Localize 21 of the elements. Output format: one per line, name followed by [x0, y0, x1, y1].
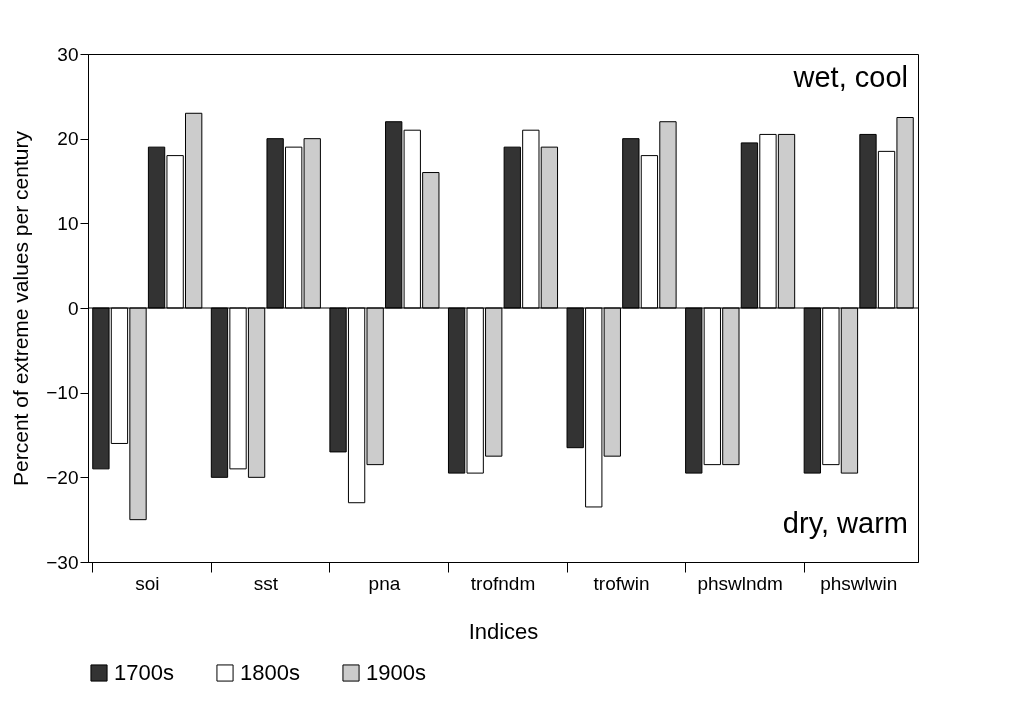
x-tick-label: phswlndm	[697, 572, 783, 594]
legend-label: 1800s	[240, 660, 300, 685]
legend-label: 1900s	[366, 660, 426, 685]
y-axis-title: Percent of extreme values per century	[9, 130, 33, 486]
y-tick-label: −30	[46, 551, 79, 573]
x-tick-label: trofndm	[470, 572, 536, 594]
y-tick-label: −20	[46, 466, 79, 488]
x-tick-label: trofwin	[593, 572, 650, 594]
annotation: dry, warm	[782, 507, 908, 539]
x-axis-title: Indices	[468, 618, 539, 644]
y-tick-label: 20	[57, 128, 79, 150]
x-tick-label: pna	[368, 572, 401, 594]
x-tick-label: phswlwin	[820, 572, 898, 594]
y-tick-label: 30	[57, 43, 79, 65]
y-tick-label: 10	[57, 212, 79, 234]
y-tick-label: −10	[46, 382, 79, 404]
annotation: wet, cool	[792, 61, 908, 93]
legend-label: 1700s	[114, 660, 174, 685]
x-tick-label: sst	[253, 572, 279, 594]
y-tick-label: 0	[67, 297, 79, 319]
x-tick-label: soi	[135, 572, 160, 594]
